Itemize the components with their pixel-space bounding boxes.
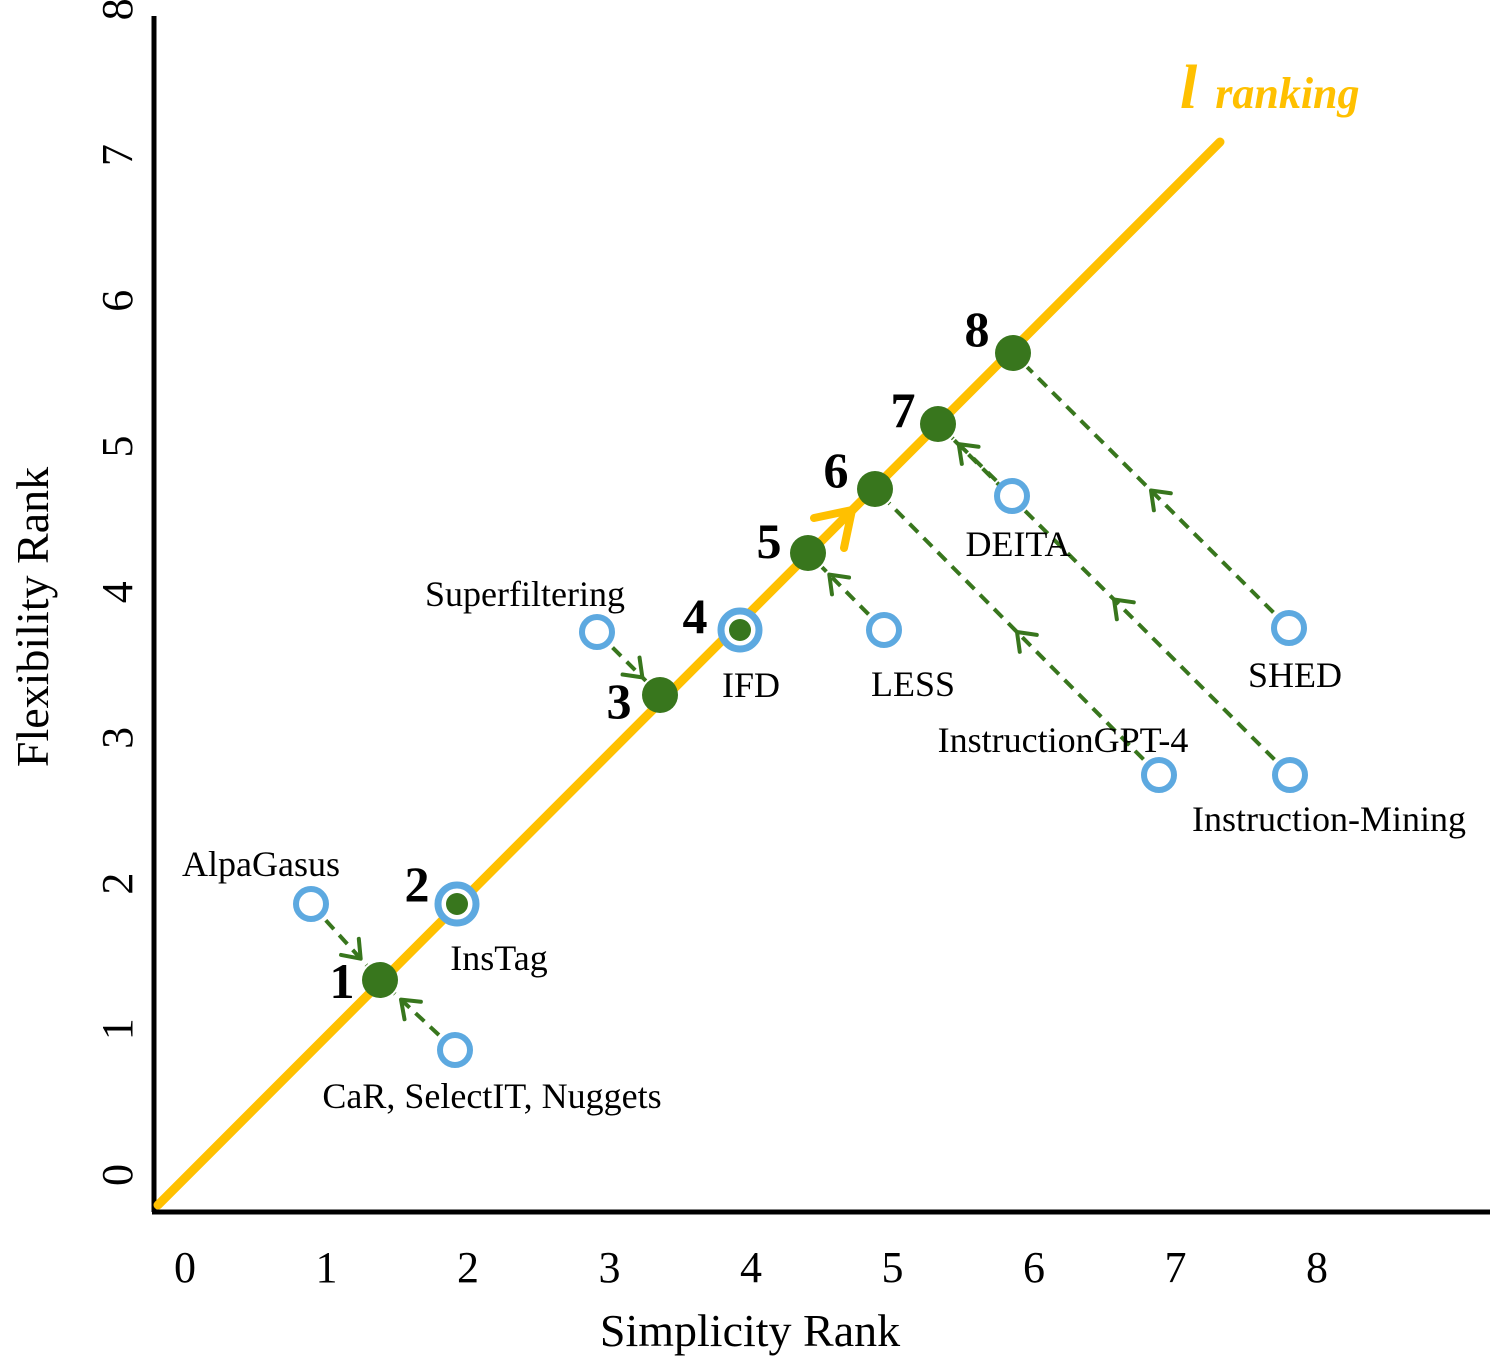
projection-arrowhead-less [827,572,852,597]
projected-point-7 [920,406,956,442]
method-label-superfiltering: Superfiltering [425,574,625,614]
method-label-less: LESS [871,664,955,704]
rank-label-5: 5 [757,513,782,569]
rank-label-6: 6 [824,442,849,498]
method-label-instruction-mining: Instruction-Mining [1192,799,1466,839]
method-point-car-selectit-nuggets [437,1032,473,1068]
x-tick-2: 2 [457,1243,479,1292]
projected-point-6 [857,471,893,507]
method-point-alpagasus [293,886,329,922]
projection-arrows [324,365,1276,1037]
method-point-instructiongpt-4 [1141,757,1177,793]
y-tick-3: 3 [93,727,142,749]
x-axis-title: Simplicity Rank [600,1305,900,1356]
ranking-line-group: l ranking [153,54,1360,1210]
x-tick-5: 5 [882,1243,904,1292]
x-tick-6: 6 [1023,1243,1045,1292]
y-tick-7: 7 [93,144,142,166]
x-tick-8: 8 [1306,1243,1328,1292]
y-tick-labels: 0 1 2 3 4 5 6 7 8 [93,0,142,1186]
x-tick-0: 0 [174,1243,196,1292]
method-label-instag: InsTag [450,938,547,978]
x-tick-labels: 0 1 2 3 4 5 6 7 8 [174,1243,1328,1292]
projection-arrow-less [820,565,870,616]
method-point-instruction-mining [1272,757,1308,793]
rank-label-7: 7 [891,382,916,438]
method-point-less [866,612,902,648]
projection-arrow-shed [1025,365,1275,614]
projection-arrowhead-car-selectit-nuggets [399,997,423,1022]
y-tick-5: 5 [93,436,142,458]
projection-arrowhead-shed [1149,488,1173,513]
projected-point-3 [642,677,678,713]
projected-point-5 [790,535,826,571]
x-tick-7: 7 [1165,1243,1187,1292]
x-tick-3: 3 [599,1243,621,1292]
method-point-deita [994,478,1030,514]
projected-point-4 [729,619,751,641]
y-tick-6: 6 [93,290,142,312]
rank-label-4: 4 [683,588,708,644]
rank-label-8: 8 [965,301,990,357]
ranking-line-label: l ranking [1180,54,1360,122]
method-point-shed [1271,610,1307,646]
projection-arrowhead-superfiltering [620,655,645,680]
method-label-alpagasus: AlpaGasus [182,844,340,884]
y-tick-8: 8 [93,0,142,20]
method-label-ifd: IFD [722,665,780,705]
rank-label-1: 1 [330,953,355,1009]
ranking-line [153,137,1225,1210]
method-label-instructiongpt-4: InstructionGPT-4 [938,720,1189,760]
projected-point-2 [446,893,468,915]
y-axis-title: Flexibility Rank [7,467,58,767]
projected-points [362,335,1031,998]
x-tick-4: 4 [740,1243,762,1292]
axes [151,16,1490,1215]
method-point-superfiltering [579,614,615,650]
projection-arrowhead-instructiongpt-4 [1015,630,1039,654]
projection-arrowhead-instruction-mining [1112,597,1136,622]
method-points [293,478,1308,1068]
method-labels: AlpaGasus CaR, SelectIT, Nuggets InsTag Sup… [182,524,1466,1116]
method-label-car-selectit-nuggets: CaR, SelectIT, Nuggets [322,1076,661,1116]
projection-arrow-superfiltering [611,646,648,683]
projection-arrowhead-alpagasus [339,936,363,961]
method-label-shed: SHED [1248,655,1342,695]
rank-label-2: 2 [405,856,430,912]
ranking-line-arrow [810,506,856,552]
y-tick-1: 1 [93,1018,142,1040]
y-tick-4: 4 [93,581,142,603]
projected-point-1 [362,962,398,998]
ranking-line-label-sub: ranking [1215,69,1359,118]
method-label-deita: DEITA [965,524,1070,564]
y-tick-0: 0 [93,1164,142,1186]
projected-point-8 [995,335,1031,371]
x-tick-1: 1 [316,1243,338,1292]
y-tick-2: 2 [93,873,142,895]
ranking-line-label-main: l [1180,54,1198,122]
rank-label-3: 3 [607,673,632,729]
